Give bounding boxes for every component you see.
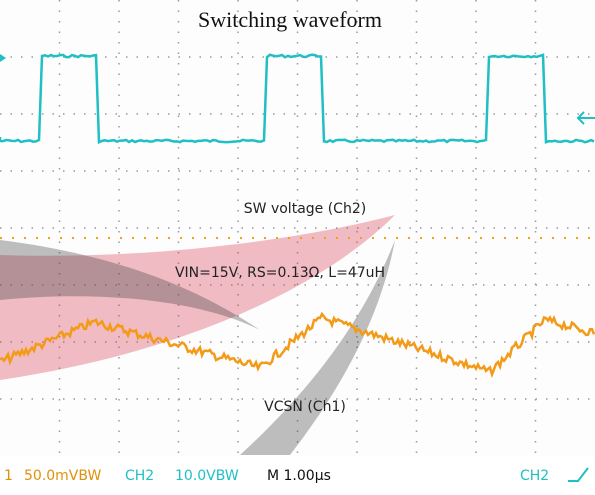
watermark-swoosh	[0, 215, 395, 380]
grid	[0, 0, 595, 455]
trigger-slope-icon	[568, 467, 589, 482]
ch1-marker: 1	[4, 468, 13, 484]
trigger-level-marker	[576, 111, 595, 125]
trigger-source: CH2	[520, 468, 549, 484]
ch2-name: CH2	[125, 468, 154, 484]
ch2-scale: 10.0VBW	[175, 468, 239, 484]
timebase: M 1.00µs	[267, 468, 331, 484]
watermark-swoosh	[0, 240, 260, 330]
ch2-waveform	[0, 53, 595, 145]
annotation: VCSN (Ch1)	[264, 399, 346, 415]
status-bar	[0, 456, 595, 495]
ch1-waveform	[0, 311, 595, 379]
watermark-swoosh	[240, 240, 395, 455]
ch1-scale: 50.0mVBW	[24, 468, 101, 484]
annotation: SW voltage (Ch2)	[244, 201, 366, 217]
annotation: VIN=15V, RS=0.13Ω, L=47uH	[175, 265, 385, 281]
title: Switching waveform	[198, 7, 382, 32]
ch2-marker	[0, 54, 6, 62]
